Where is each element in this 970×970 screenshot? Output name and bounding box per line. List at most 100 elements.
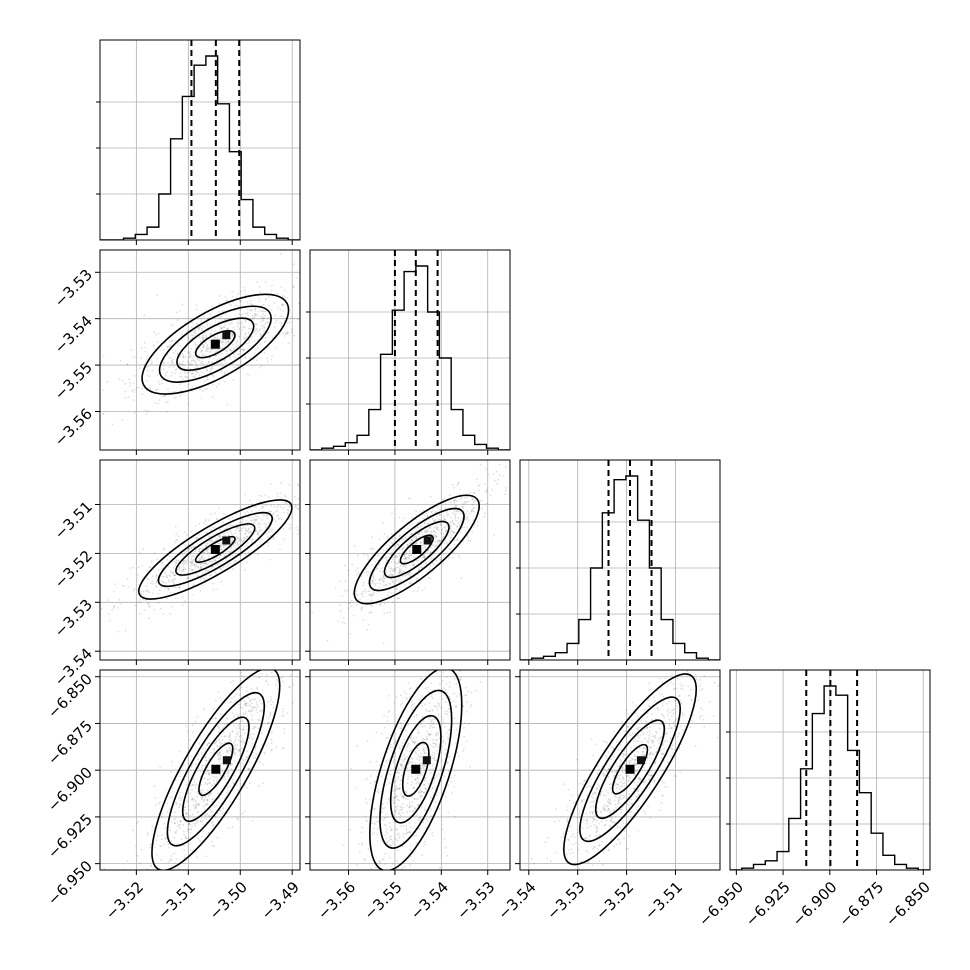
scatter-point xyxy=(146,355,149,357)
panel-content xyxy=(100,460,300,660)
scatter-point xyxy=(133,391,135,393)
scatter-point xyxy=(369,612,371,614)
scatter-point xyxy=(235,513,237,516)
scatter-point xyxy=(411,757,414,760)
scatter-point xyxy=(563,783,565,786)
scatter-point xyxy=(451,556,454,559)
scatter-point xyxy=(435,535,438,538)
scatter-point xyxy=(417,749,420,752)
scatter-point xyxy=(179,394,181,397)
scatter-point xyxy=(410,784,413,787)
scatter-point xyxy=(212,565,214,568)
scatter-point xyxy=(184,544,187,547)
scatter-point xyxy=(424,545,427,547)
scatter-point xyxy=(419,794,422,797)
scatter-point xyxy=(246,724,249,727)
scatter-point xyxy=(176,539,179,541)
scatter-point xyxy=(190,765,193,768)
scatter-point xyxy=(287,509,290,512)
scatter-point xyxy=(228,785,231,788)
scatter-point xyxy=(259,523,262,525)
scatter-point xyxy=(408,760,411,763)
scatter-point xyxy=(227,339,230,342)
scatter-point xyxy=(186,800,189,803)
scatter-point xyxy=(244,758,247,761)
scatter-point xyxy=(262,763,265,766)
scatter-point xyxy=(275,746,278,749)
scatter-point xyxy=(277,518,280,520)
scatter-point xyxy=(212,821,215,823)
scatter-point xyxy=(416,747,418,750)
scatter-point xyxy=(184,568,187,570)
scatter-point xyxy=(435,563,438,566)
scatter-point xyxy=(411,582,414,585)
scatter-point xyxy=(183,830,185,833)
scatter-point xyxy=(446,675,448,678)
scatter-point xyxy=(247,309,249,311)
scatter-point xyxy=(429,551,432,554)
scatter-point xyxy=(198,329,200,331)
scatter-point xyxy=(453,501,455,504)
scatter-point xyxy=(383,612,386,615)
scatter-point xyxy=(261,316,263,319)
scatter-point xyxy=(215,355,217,357)
scatter-point xyxy=(167,843,170,845)
scatter-point xyxy=(264,340,267,343)
scatter-point xyxy=(241,728,244,731)
scatter-point xyxy=(236,340,239,343)
scatter-point xyxy=(452,484,454,486)
scatter-point xyxy=(257,338,259,341)
scatter-point xyxy=(444,527,447,529)
scatter-point xyxy=(602,852,605,855)
scatter-point xyxy=(384,813,387,816)
scatter-point xyxy=(438,704,440,707)
scatter-point xyxy=(395,828,398,830)
scatter-point xyxy=(386,594,389,596)
scatter-point xyxy=(435,743,437,746)
scatter-point xyxy=(266,357,269,360)
scatter-point xyxy=(402,840,405,842)
scatter-point xyxy=(431,768,434,771)
scatter-point xyxy=(187,351,190,353)
scatter-point xyxy=(454,504,457,507)
scatter-point xyxy=(235,748,238,751)
scatter-point xyxy=(398,554,401,557)
scatter-point xyxy=(442,721,445,724)
scatter-point xyxy=(396,544,399,546)
scatter-point xyxy=(226,328,228,330)
scatter-point xyxy=(251,310,254,312)
scatter-point xyxy=(448,652,450,654)
scatter-point xyxy=(225,300,228,302)
scatter-point xyxy=(398,552,401,555)
scatter-point xyxy=(384,806,386,809)
scatter-point xyxy=(228,747,231,750)
scatter-point xyxy=(422,720,425,723)
scatter-point xyxy=(208,814,210,817)
scatter-point xyxy=(186,361,189,363)
scatter-point xyxy=(136,822,139,824)
scatter-point xyxy=(259,509,261,512)
scatter-point xyxy=(473,506,475,509)
scatter-point xyxy=(383,577,386,579)
scatter-point xyxy=(401,742,404,744)
scatter-point xyxy=(410,737,412,740)
scatter-point xyxy=(282,707,285,710)
scatter-point xyxy=(208,773,211,775)
contour-level-2 xyxy=(175,523,256,576)
scatter-point xyxy=(238,328,241,330)
scatter-point xyxy=(197,359,200,362)
scatter-point xyxy=(251,303,254,306)
scatter-point xyxy=(166,371,168,373)
scatter-point xyxy=(450,522,452,524)
scatter-point xyxy=(397,767,400,770)
scatter-point xyxy=(466,509,469,512)
scatter-point xyxy=(435,516,438,518)
scatter-point xyxy=(181,333,183,335)
scatter-point xyxy=(203,797,206,800)
scatter-point xyxy=(181,569,184,572)
scatter-point xyxy=(276,515,279,518)
scatter-point xyxy=(431,754,434,756)
scatter-point xyxy=(396,849,399,852)
scatter-point xyxy=(679,725,682,727)
scatter-point xyxy=(396,562,398,565)
